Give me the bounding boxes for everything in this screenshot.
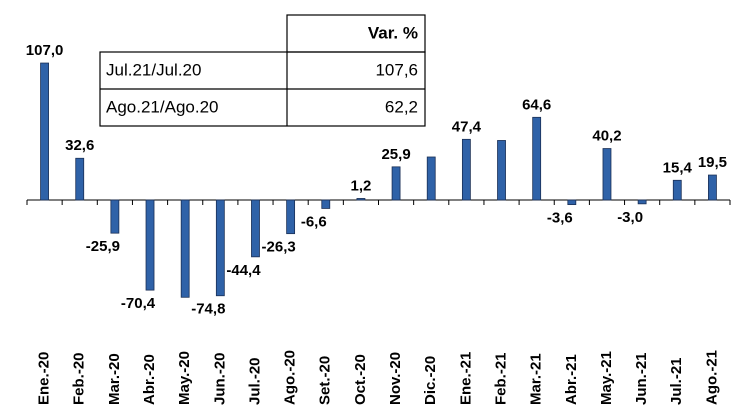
bar	[708, 174, 717, 201]
x-tick-label: Ene.-21	[457, 352, 474, 405]
table-cell: Ago.21/Ago.20	[106, 97, 218, 116]
bar	[251, 199, 260, 258]
x-tick-label: Mar.-21	[528, 353, 545, 405]
bar	[40, 62, 49, 201]
bar	[461, 138, 471, 201]
value-label: 107,0	[26, 42, 64, 59]
value-label: -44,4	[226, 262, 261, 279]
x-tick-label: Ene.-20	[36, 352, 53, 405]
bar	[286, 199, 296, 235]
bar	[321, 199, 331, 209]
bar	[532, 116, 542, 201]
bar	[180, 199, 190, 298]
value-label: -25,9	[86, 238, 120, 255]
x-tick-label: Set.-20	[317, 356, 334, 405]
x-tick-label: Abr.-21	[563, 354, 580, 405]
x-tick-label: Nov.-20	[387, 352, 404, 405]
x-tick-label: Mar.-20	[106, 353, 123, 405]
bar	[75, 157, 85, 201]
table-cell: 107,6	[375, 60, 418, 79]
value-label: -3,0	[617, 209, 643, 226]
value-label: -70,4	[121, 295, 156, 312]
x-tick-label: Jul.-21	[668, 357, 685, 405]
value-label: 40,2	[592, 128, 621, 145]
x-tick-label: Jul.-20	[246, 357, 263, 405]
bar	[391, 166, 401, 201]
value-label: 15,4	[663, 159, 693, 176]
table-cell: 62,2	[385, 97, 418, 116]
value-label: 47,4	[452, 118, 482, 135]
x-tick-label: Ago.-21	[703, 350, 720, 405]
value-label: -3,6	[547, 210, 573, 227]
value-label: 19,5	[698, 154, 727, 171]
bar	[426, 156, 436, 201]
x-tick-label: Dic.-20	[422, 356, 439, 405]
x-tick-label: Jun.-21	[633, 352, 650, 405]
x-tick-label: Ago.-20	[282, 350, 299, 405]
value-label: 1,2	[350, 177, 371, 194]
bar	[602, 148, 612, 201]
bar	[145, 199, 155, 291]
value-label: 32,6	[65, 137, 94, 154]
bar	[110, 199, 120, 234]
bar	[215, 199, 225, 297]
x-tick-label: Feb.-21	[492, 352, 509, 405]
table-cell: Jul.21/Jul.20	[106, 60, 201, 79]
x-tick-label: May.-20	[176, 351, 193, 405]
bar	[637, 199, 647, 205]
value-label: 64,6	[522, 96, 551, 113]
x-tick-label: Feb.-20	[71, 352, 88, 405]
x-tick-label: Oct.-20	[352, 354, 369, 405]
bar	[672, 179, 682, 201]
value-label: 25,9	[381, 146, 410, 163]
value-label: -26,3	[262, 239, 296, 256]
value-label: -74,8	[191, 301, 225, 318]
bar	[356, 198, 366, 201]
value-label: -6,6	[301, 213, 327, 230]
table-header-border	[286, 14, 426, 53]
bar	[497, 140, 506, 201]
summary-table	[99, 14, 426, 127]
table-header: Var. %	[368, 23, 418, 42]
x-tick-label: May.-21	[598, 351, 615, 405]
x-tick-label: Jun.-20	[211, 352, 228, 405]
x-tick-label: Abr.-20	[141, 354, 158, 405]
bar	[567, 199, 577, 206]
